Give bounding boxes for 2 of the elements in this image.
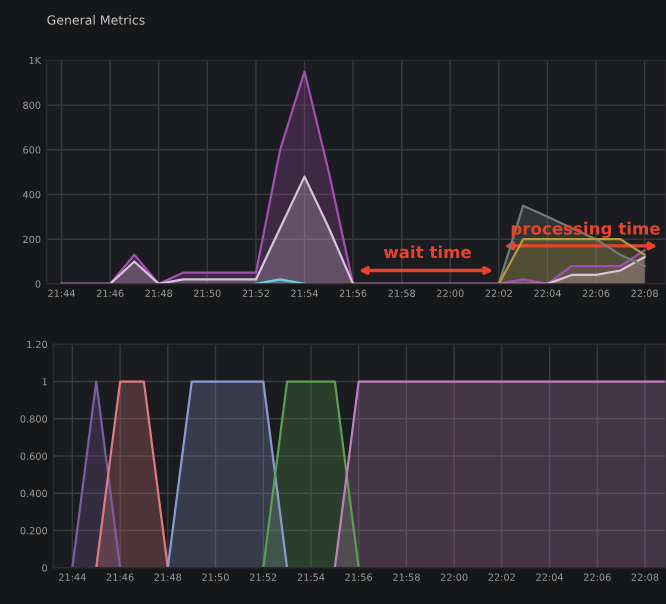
annotation: processing time — [511, 221, 660, 239]
annotation: wait time — [383, 245, 471, 259]
